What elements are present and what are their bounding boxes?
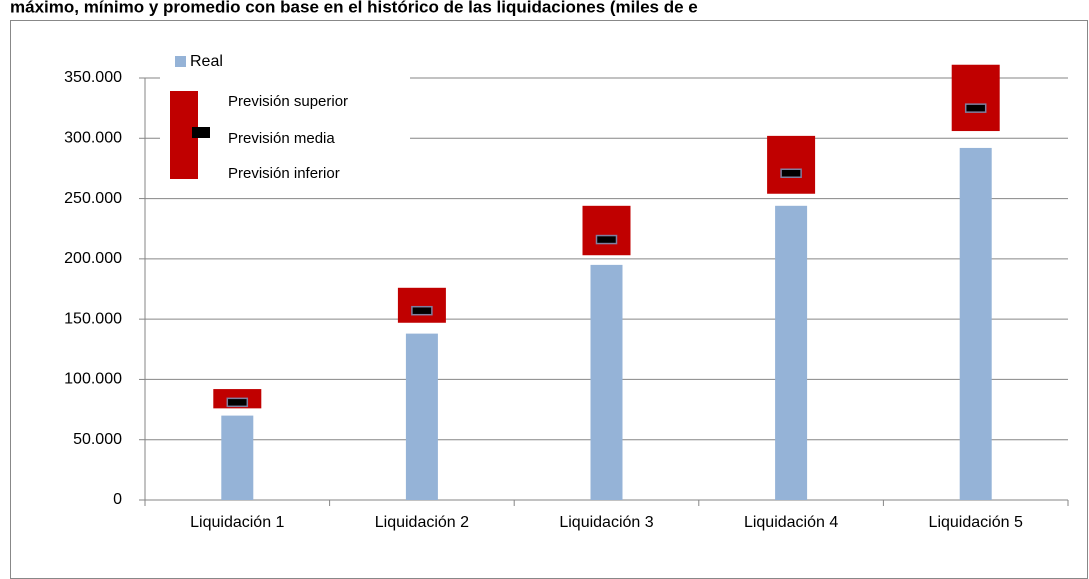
y-tick-label: 300.000 bbox=[64, 130, 122, 147]
bar bbox=[959, 147, 992, 500]
y-tick-label: 250.000 bbox=[64, 190, 122, 207]
y-tick-label: 150.000 bbox=[64, 310, 122, 327]
forecast-range bbox=[582, 205, 631, 256]
forecast-mean bbox=[780, 168, 802, 179]
bar bbox=[405, 333, 438, 500]
y-tick-label: 350.000 bbox=[64, 69, 122, 86]
forecast-range bbox=[951, 64, 1000, 132]
forecast-range bbox=[767, 135, 816, 194]
forecast-mean bbox=[964, 103, 987, 113]
bar bbox=[221, 415, 254, 500]
y-tick-label: 100.000 bbox=[64, 371, 122, 388]
y-tick-label: 200.000 bbox=[64, 250, 122, 267]
x-tick-label: Liquidación 2 bbox=[375, 514, 469, 531]
legend-label: Previsión media bbox=[228, 130, 335, 147]
x-tick-label: Liquidación 5 bbox=[929, 514, 1023, 531]
x-tick-label: Liquidación 1 bbox=[190, 514, 284, 531]
forecast-mean bbox=[226, 397, 249, 408]
legend-swatch bbox=[175, 56, 186, 67]
legend-label: Previsión superior bbox=[228, 93, 348, 110]
forecast-mean bbox=[595, 234, 618, 245]
y-tick-label: 50.000 bbox=[73, 431, 122, 448]
forecast-range bbox=[397, 287, 446, 323]
legend-label: Real bbox=[190, 53, 223, 70]
bar bbox=[590, 264, 623, 500]
legend-swatch bbox=[192, 127, 210, 138]
x-tick-label: Liquidación 4 bbox=[744, 514, 838, 531]
y-tick-label: 0 bbox=[113, 491, 122, 508]
x-tick-label: Liquidación 3 bbox=[559, 514, 653, 531]
chart-title: máximo, mínimo y promedio con base en el… bbox=[10, 0, 698, 16]
legend-background bbox=[160, 48, 410, 188]
forecast-mean bbox=[411, 305, 433, 316]
legend-label: Previsión inferior bbox=[228, 165, 340, 182]
bar bbox=[775, 205, 808, 500]
